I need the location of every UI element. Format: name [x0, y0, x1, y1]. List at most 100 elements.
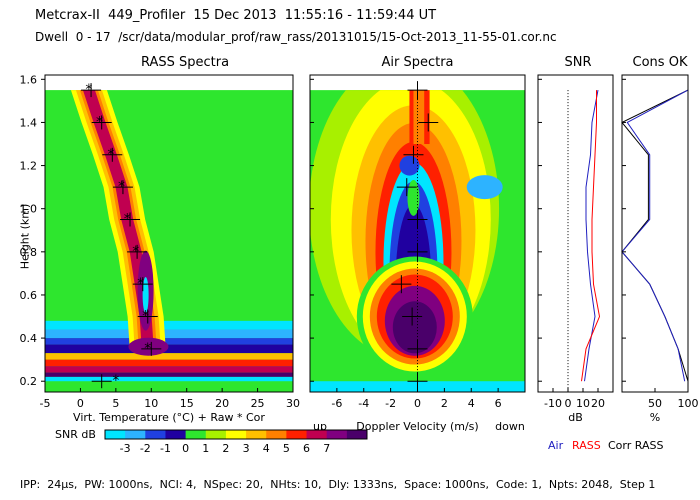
colorbar-tick-label: 5	[283, 442, 290, 455]
colorbar-swatch	[185, 430, 207, 439]
rass-cor-marker: *	[112, 373, 119, 389]
colorbar-swatch	[306, 430, 328, 439]
air-x-tick-label: -6	[331, 397, 342, 410]
air-x-tick-label: 2	[441, 397, 448, 410]
legend-rass: RASS	[572, 439, 601, 452]
y-tick-label: 1.4	[20, 116, 38, 129]
air-mid-green	[407, 179, 420, 216]
rass-cor-marker: *	[142, 309, 149, 325]
air-upper-blob	[466, 175, 503, 200]
rass-band	[45, 353, 293, 360]
air-x-tick-label: -4	[358, 397, 369, 410]
rass-band	[45, 344, 293, 354]
y-tick-label: 1.0	[20, 203, 38, 216]
colorbar-swatch	[246, 430, 267, 439]
colorbar-label: SNR dB	[55, 428, 96, 441]
y-tick-label: 1.2	[20, 160, 38, 173]
air-x-axis-label: Doppler Velocity (m/s)	[356, 420, 478, 433]
colorbar-swatch	[205, 430, 227, 439]
header-dwell-path: Dwell 0 - 17 /scr/data/modular_prof/raw_…	[35, 30, 557, 44]
rass-cor-marker: *	[124, 211, 131, 227]
rass-cor-marker: *	[137, 276, 144, 292]
air-x-tick-label: 6	[495, 397, 502, 410]
snr-panel-title: SNR	[564, 55, 592, 70]
colorbar-tick-label: 2	[222, 442, 229, 455]
air-panel-title: Air Spectra	[381, 55, 454, 70]
rass-x-tick-label: 15	[180, 397, 194, 410]
rass-band	[45, 366, 293, 373]
colorbar-swatch	[346, 430, 368, 439]
rass-cor-marker: *	[107, 147, 114, 163]
colorbar-frame	[104, 429, 368, 440]
air-mid-blob	[399, 155, 420, 176]
panel-frame-1	[44, 74, 294, 393]
y-tick-label: 0.6	[20, 289, 38, 302]
snr-x-tick-label: -10	[544, 397, 562, 410]
colorbar-swatch	[125, 430, 146, 439]
legend-corr-rass: Corr RASS	[608, 439, 663, 452]
y-tick-label: 0.8	[20, 246, 38, 259]
rass-band	[45, 338, 293, 345]
rass-cor-marker: *	[118, 179, 125, 195]
colorbar-swatch	[266, 430, 287, 439]
colorbar-tick-label: -3	[120, 442, 131, 455]
air-top-stripe	[413, 90, 425, 145]
cons-x-tick-label: 50	[648, 397, 662, 410]
y-tick-label: 0.2	[20, 375, 38, 388]
cons-x-tick-label: 100	[678, 397, 699, 410]
snr-x-tick-label: 10	[576, 397, 590, 410]
rass-cor-marker: *	[96, 114, 103, 130]
rass-x-tick-label: 10	[144, 397, 158, 410]
rass-cor-marker: *	[132, 244, 139, 260]
rass-panel-title: RASS Spectra	[140, 55, 230, 70]
rass-x-tick-label: 30	[286, 397, 300, 410]
rass-cor-marker: *	[144, 341, 151, 357]
cons-panel-title: Cons OK	[632, 55, 688, 70]
rass-field	[45, 90, 293, 392]
footer-params: IPP: 24µs, PW: 1000ns, NCI: 4, NSpec: 20…	[20, 478, 656, 491]
air-x-label-down: down	[495, 420, 525, 433]
rass-x-tick-label: 20	[215, 397, 229, 410]
air-x-tick-label: 0	[414, 397, 421, 410]
colorbar-tick-label: -1	[160, 442, 171, 455]
air-x-tick-label: -2	[385, 397, 396, 410]
colorbar-tick-label: 0	[182, 442, 189, 455]
y-tick-label: 0.4	[20, 332, 38, 345]
cons-line-corr-rass	[621, 89, 689, 382]
rass-band	[45, 376, 293, 382]
rass-band	[45, 372, 293, 377]
rass-x-axis-label: Virt. Temperature (°C) + Raw * Cor	[73, 411, 265, 424]
panel-frame-4	[621, 74, 689, 393]
header-title: Metcrax-II 449_Profiler 15 Dec 2013 11:5…	[35, 8, 437, 23]
colorbar-swatch	[326, 430, 348, 439]
colorbar-tick-label: 6	[303, 442, 310, 455]
rass-bottom-blob	[128, 337, 169, 356]
cons-x-axis-label: %	[650, 411, 660, 424]
y-tick-label: 1.6	[20, 73, 38, 86]
snr-line-air	[584, 90, 599, 382]
snr-x-axis-label: dB	[568, 411, 583, 424]
colorbar-swatch	[145, 430, 166, 439]
colorbar-tick-label: 3	[243, 442, 250, 455]
rass-band	[45, 359, 293, 367]
snr-x-tick-label: 20	[591, 397, 605, 410]
colorbar-tick-label: -2	[140, 442, 151, 455]
rass-x-tick-label: 0	[77, 397, 84, 410]
rass-band	[45, 329, 293, 339]
air-x-tick-label: 4	[468, 397, 475, 410]
legend-air: Air	[548, 439, 564, 452]
colorbar-tick-label: 4	[263, 442, 270, 455]
colorbar-swatch	[225, 430, 247, 439]
panel-frame-3	[537, 74, 614, 393]
colorbar-tick-label: 7	[323, 442, 330, 455]
colorbar-tick-label: 1	[202, 442, 209, 455]
rass-x-tick-label: -5	[40, 397, 51, 410]
colorbar-swatch	[286, 430, 308, 439]
colorbar-swatch	[105, 430, 126, 439]
rass-x-tick-label: 5	[112, 397, 119, 410]
snr-x-tick-label: 0	[565, 397, 572, 410]
snr-line-rass	[581, 90, 601, 382]
rass-band	[45, 320, 293, 330]
cons-line-air	[621, 89, 689, 382]
